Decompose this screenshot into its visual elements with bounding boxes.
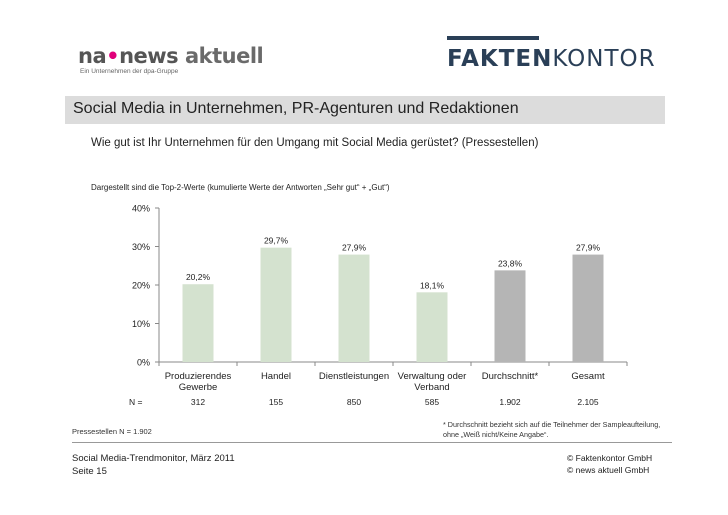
y-tick-label: 30% [132, 242, 150, 252]
x-tick-label: Handel [261, 371, 291, 382]
x-tick-label: Gesamt [571, 371, 605, 382]
n-value: 312 [191, 397, 205, 407]
footer-copyright-2: © news aktuell GmbH [567, 465, 650, 475]
footer-copyright-1: © Faktenkontor GmbH [567, 453, 653, 463]
n-value: 1.902 [499, 397, 521, 407]
sample-note: Pressestellen N = 1.902 [72, 427, 152, 436]
y-tick-label: 0% [137, 358, 150, 368]
footer-page: Seite 15 [72, 466, 107, 477]
n-value: 850 [347, 397, 361, 407]
bar [572, 254, 604, 362]
y-tick-label: 20% [132, 281, 150, 291]
x-tick-label: Verband [414, 382, 449, 393]
news-aktuell-logo: na•news aktuell Ein Unternehmen der dpa-… [78, 44, 264, 75]
logo-fk-bar [447, 36, 539, 40]
bar [338, 254, 370, 362]
footnote: * Durchschnitt bezieht sich auf die Teil… [443, 420, 683, 440]
x-tick-label: Verwaltung oder [398, 371, 467, 382]
y-tick-label: 10% [132, 319, 150, 329]
bar [494, 270, 526, 362]
logo-fk-bold: FAKTEN [447, 46, 553, 72]
slide-title: Social Media in Unternehmen, PR-Agenture… [73, 100, 519, 117]
logo-na-prefix: na [78, 44, 107, 68]
slide-subtitle: Wie gut ist Ihr Unternehmen für den Umga… [91, 137, 539, 149]
slide-note: Dargestellt sind die Top-2-Werte (kumuli… [91, 183, 390, 192]
logo-na-tagline: Ein Unternehmen der dpa-Gruppe [80, 68, 179, 75]
x-tick-label: Durchschnitt* [482, 371, 539, 382]
logo-na-suffix: aktuell [184, 44, 264, 68]
logo-fk-light: KONTOR [552, 46, 656, 72]
logo-na-middle: news [119, 44, 179, 68]
data-label: 23,8% [498, 258, 523, 268]
y-tick-label: 40% [132, 204, 150, 214]
n-label: N = [129, 397, 143, 407]
footer-divider [72, 442, 672, 443]
x-tick-label: Gewerbe [179, 382, 218, 393]
footnote-line-2: ohne „Weiß nicht/Keine Angabe“. [443, 430, 549, 439]
data-label: 18,1% [420, 280, 445, 290]
data-label: 20,2% [186, 272, 211, 282]
n-value: 2.105 [577, 397, 599, 407]
n-value: 585 [425, 397, 439, 407]
footer-source: Social Media-Trendmonitor, März 2011 [72, 453, 235, 464]
footer-right: © Faktenkontor GmbH © news aktuell GmbH [567, 452, 652, 476]
title-bar: Social Media in Unternehmen, PR-Agenture… [65, 96, 665, 124]
footnote-line-1: * Durchschnitt bezieht sich auf die Teil… [443, 420, 661, 429]
data-label: 29,7% [264, 236, 289, 246]
bar [182, 284, 214, 362]
x-tick-label: Dienstleistungen [319, 371, 389, 382]
faktenkontor-logo: FAKTENKONTOR [447, 36, 656, 76]
data-label: 27,9% [576, 243, 601, 253]
bar [416, 292, 448, 362]
logo-na-dot: • [106, 44, 120, 68]
data-label: 27,9% [342, 243, 367, 253]
x-tick-label: Produzierendes [165, 371, 232, 382]
n-value: 155 [269, 397, 283, 407]
footer-left: Social Media-Trendmonitor, März 2011 Sei… [72, 452, 235, 478]
bar [260, 247, 292, 362]
